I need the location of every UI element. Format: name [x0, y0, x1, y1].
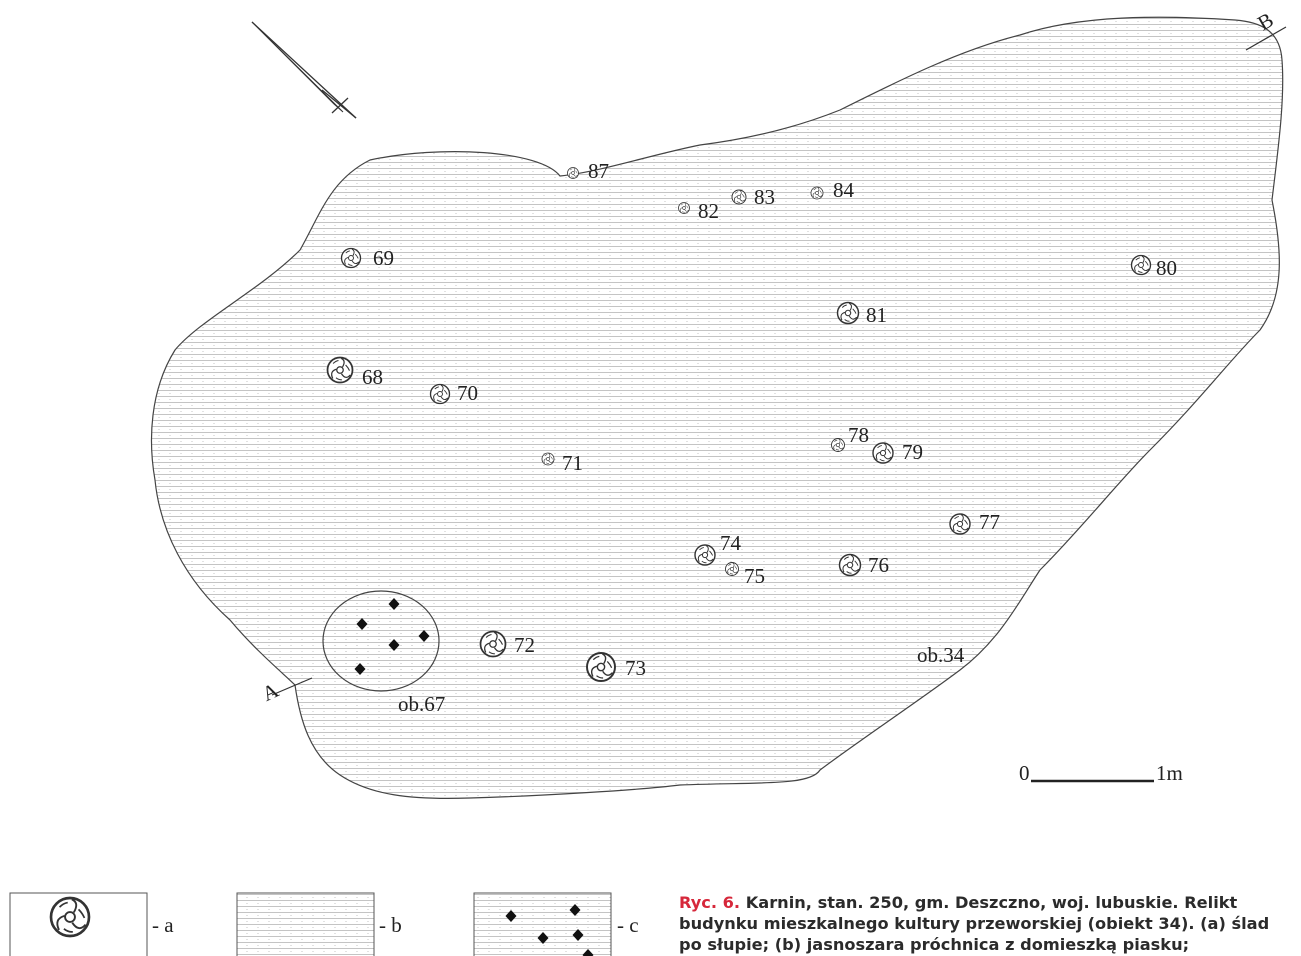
object-label-ob67: ob.67 — [398, 692, 445, 716]
svg-text:78: 78 — [848, 423, 869, 447]
post-hole-77: 77 — [949, 510, 1000, 535]
svg-text:76: 76 — [868, 553, 889, 577]
post-hole-81: 81 — [836, 301, 887, 327]
svg-text:- c: - c — [617, 913, 639, 937]
svg-text:- b: - b — [379, 913, 402, 937]
legend-item-a: - a — [9, 892, 174, 956]
svg-text:74: 74 — [720, 531, 742, 555]
svg-text:80: 80 — [1156, 256, 1177, 280]
svg-text:- a: - a — [152, 913, 174, 937]
north-arrow — [251, 21, 357, 119]
legend-item-b: - b — [236, 892, 402, 956]
section-marker-a — [271, 677, 313, 696]
scale-start: 0 — [1019, 761, 1030, 785]
scale-bar: 0 1m — [1019, 761, 1183, 785]
svg-text:84: 84 — [833, 178, 855, 202]
post-hole-78: 78 — [831, 423, 869, 452]
svg-text:75: 75 — [744, 564, 765, 588]
post-holes: 87 82 83 84 69 80 81 68 — [326, 159, 1177, 682]
svg-text:72: 72 — [514, 633, 535, 657]
post-hole-83: 83 — [731, 185, 775, 209]
figure-caption: Ryc. 6. Karnin, stan. 250, gm. Deszczno,… — [679, 892, 1294, 956]
svg-text:81: 81 — [866, 303, 887, 327]
post-hole-75: 75 — [725, 562, 765, 588]
svg-text:68: 68 — [362, 365, 383, 389]
post-hole-68: 68 — [326, 356, 383, 389]
post-hole-82: 82 — [678, 199, 719, 223]
post-hole-69: 69 — [340, 246, 394, 270]
svg-text:79: 79 — [902, 440, 923, 464]
object-label-ob34: ob.34 — [917, 643, 965, 667]
post-hole-79: 79 — [872, 440, 923, 464]
svg-text:69: 69 — [373, 246, 394, 270]
svg-text:82: 82 — [698, 199, 719, 223]
svg-text:71: 71 — [562, 451, 583, 475]
legend-item-c: - c — [473, 892, 639, 956]
section-marker-b — [1245, 26, 1287, 51]
post-hole-72: 72 — [479, 630, 535, 658]
post-hole-80: 80 — [1130, 254, 1177, 280]
feature-outline-ob34 — [150, 16, 1284, 799]
post-hole-icon — [49, 896, 91, 938]
svg-text:83: 83 — [754, 185, 775, 209]
legend: - a - b - c — [9, 892, 639, 956]
svg-text:73: 73 — [625, 656, 646, 680]
figure-number: Ryc. 6. — [679, 893, 741, 912]
svg-text:87: 87 — [588, 159, 609, 183]
svg-text:77: 77 — [979, 510, 1000, 534]
post-hole-84: 84 — [810, 178, 855, 202]
caption-text: Karnin, stan. 250, gm. Deszczno, woj. lu… — [679, 893, 1270, 954]
scale-end: 1m — [1156, 761, 1183, 785]
post-hole-74: 74 — [694, 531, 742, 566]
post-hole-71: 71 — [541, 451, 583, 475]
post-hole-87: 87 — [567, 159, 609, 183]
post-hole-70: 70 — [429, 381, 478, 405]
post-hole-73: 73 — [586, 652, 646, 682]
post-hole-76: 76 — [838, 553, 889, 577]
svg-text:70: 70 — [457, 381, 478, 405]
pit-outline-ob67 — [322, 590, 440, 692]
